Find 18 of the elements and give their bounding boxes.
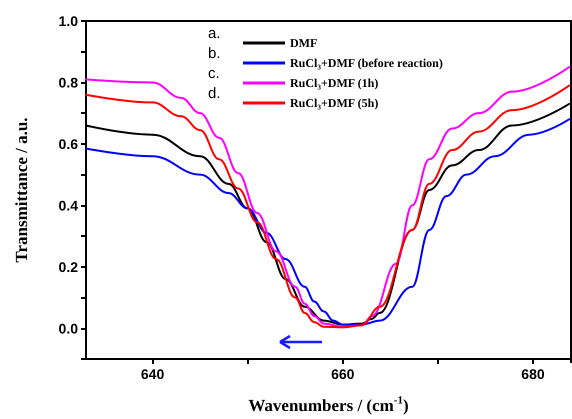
y-axis-title: Transmittance / a.u. (12, 117, 31, 263)
annotation: d. (208, 85, 221, 102)
annotation: a. (208, 25, 221, 42)
annotation: b. (208, 45, 221, 62)
legend-label: DMF (290, 36, 318, 50)
y-tick-label: 0.8 (58, 74, 78, 90)
y-tick-label: 0.2 (58, 258, 78, 275)
x-tick-label: 640 (140, 366, 164, 382)
legend-label: RuCl₃+DMF (1h) (290, 76, 378, 90)
y-tick-label: 1.0 (58, 13, 78, 29)
y-tick-label: 0.4 (58, 197, 78, 214)
x-tick-label: 660 (331, 366, 355, 382)
legend-label: RuCl₃+DMF (before reaction) (290, 56, 443, 70)
y-tick-label: 0.6 (58, 136, 78, 152)
y-tick-label: 0.0 (58, 320, 78, 336)
legend-label: RuCl₃+DMF (5h) (290, 96, 378, 110)
annotation: c. (208, 65, 220, 82)
x-tick-label: 680 (521, 366, 545, 382)
